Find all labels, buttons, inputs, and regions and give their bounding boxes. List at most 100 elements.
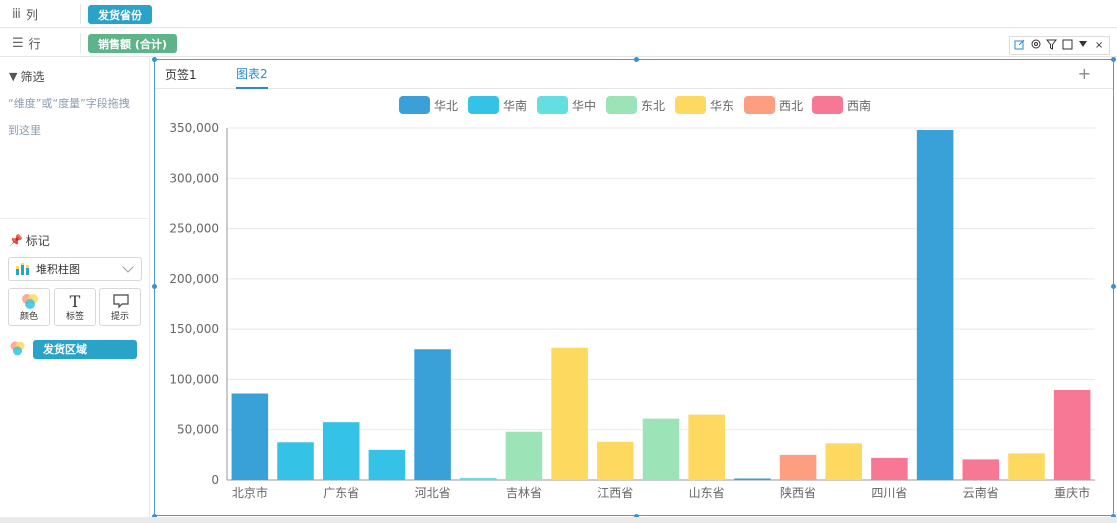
bar	[779, 454, 817, 480]
tooltip-mark-label: 提示	[110, 312, 129, 322]
color-field-pill[interactable]: 发货区域	[33, 339, 137, 359]
legend-label: 西南	[847, 98, 871, 113]
bar	[871, 457, 908, 480]
bar	[368, 449, 406, 480]
square-icon[interactable]	[1060, 39, 1074, 53]
stacked-bar-icon	[16, 263, 29, 275]
widget-toolbar: ×	[1009, 36, 1110, 55]
close-icon[interactable]: ×	[1094, 40, 1104, 51]
tooltip-mark-button[interactable]: 提示	[99, 288, 141, 326]
color-mark-button[interactable]: 颜色	[8, 288, 50, 326]
text-icon: T	[69, 292, 81, 311]
x-tick-label: 云南省	[963, 485, 999, 500]
filter-icon[interactable]	[1045, 39, 1059, 53]
filter-section-title: ▼ 筛选	[9, 68, 44, 85]
color-circles-icon	[10, 341, 25, 356]
legend-swatch	[606, 96, 637, 114]
chevron-down-icon	[122, 261, 134, 273]
color-mark-label: 颜色	[19, 312, 38, 322]
y-tick-label: 50,000	[177, 423, 219, 437]
bar	[597, 441, 634, 480]
bar	[231, 393, 269, 480]
resize-handle-right[interactable]	[1111, 284, 1116, 289]
chart-type-value: 堆积柱图	[36, 263, 80, 276]
legend-swatch	[468, 96, 499, 114]
color-field-row: 发货区域	[9, 339, 137, 359]
y-tick-label: 300,000	[169, 171, 219, 185]
chart-widget[interactable]: 页签1 图表2 + 0 50,000 100,000 150,000 200,000 25…	[154, 59, 1114, 516]
marks-section-title: 📌 标记	[9, 232, 50, 249]
x-tick-label: 吉林省	[506, 486, 542, 500]
legend-swatch	[399, 96, 430, 114]
x-tick-label: 山东省	[689, 486, 725, 500]
bar	[642, 418, 680, 480]
bar	[1008, 453, 1045, 480]
edit-icon[interactable]	[1013, 39, 1027, 53]
tab-chart2[interactable]: 图表2	[236, 60, 268, 89]
color-circles-icon	[22, 294, 38, 309]
stacked-bar-chart: 0 50,000 100,000 150,000 200,000 250,000 300,0…	[169, 96, 1095, 500]
x-tick-label: 广东省	[323, 486, 359, 500]
filter-drop-zone[interactable]: “维度”或“度量”字段拖拽到这里	[8, 97, 130, 137]
legend-swatch	[744, 96, 775, 114]
y-tick-label: 100,000	[169, 372, 219, 386]
label-mark-button[interactable]: T 标签	[54, 288, 96, 326]
resize-handle-top-right[interactable]	[1111, 57, 1116, 62]
label-mark-label: 标签	[65, 312, 84, 322]
y-tick-label: 150,000	[169, 322, 219, 336]
bar	[277, 442, 314, 480]
bar	[505, 431, 543, 480]
bar	[825, 443, 863, 480]
legend-swatch	[537, 96, 568, 114]
columns-shelf-label: iii 列	[12, 0, 38, 28]
bar	[414, 349, 451, 480]
y-tick-label: 250,000	[169, 222, 219, 236]
x-tick-label: 陕西省	[780, 485, 816, 500]
chart-type-select[interactable]: 堆积柱图	[8, 257, 142, 281]
bar	[322, 422, 360, 480]
marks-title: 标记	[25, 234, 50, 248]
x-tick-label: 北京市	[232, 485, 268, 500]
x-tick-label: 重庆市	[1054, 485, 1090, 500]
tab-page1[interactable]: 页签1	[165, 68, 197, 82]
columns-field-pill[interactable]: 发货省份	[88, 5, 152, 24]
legend-label: 华东	[710, 99, 734, 113]
speech-bubble-icon	[113, 294, 129, 309]
resize-handle-top-left[interactable]	[152, 57, 157, 62]
rows-shelf[interactable]: ☰ 行 销售额 (合计)	[0, 29, 1117, 57]
legend-label: 华南	[503, 98, 527, 113]
legend-label: 东北	[641, 99, 665, 113]
rows-label: 行	[28, 36, 41, 51]
horizontal-scrollbar[interactable]	[0, 517, 1117, 523]
resize-handle-bottom[interactable]	[634, 514, 639, 519]
bar	[1053, 389, 1091, 480]
left-panel: ▼ 筛选 “维度”或“度量”字段拖拽到这里 📌 标记 堆积柱图 颜色	[0, 58, 150, 523]
rows-icon: ☰	[12, 35, 24, 51]
gear-icon[interactable]	[1029, 38, 1043, 53]
bar	[688, 414, 725, 480]
legend-label: 华北	[434, 99, 458, 113]
section-divider	[0, 218, 150, 219]
resize-handle-bottom-left[interactable]	[152, 514, 157, 519]
shelf-divider	[80, 4, 81, 24]
bar	[459, 477, 497, 480]
add-tab-button[interactable]: +	[1077, 64, 1091, 83]
resize-handle-top[interactable]	[634, 57, 639, 62]
columns-shelf[interactable]: iii 列 发货省份	[0, 0, 1117, 28]
legend-swatch	[812, 96, 843, 114]
columns-icon: iii	[12, 6, 21, 22]
pin-icon: 📌	[9, 234, 23, 247]
legend-label: 西北	[779, 99, 803, 113]
columns-label: 列	[25, 7, 38, 22]
filter-title: 筛选	[20, 70, 45, 84]
resize-handle-left[interactable]	[152, 284, 157, 289]
rows-shelf-label: ☰ 行	[12, 29, 41, 57]
x-tick-label: 河北省	[415, 486, 451, 500]
bar	[962, 459, 1000, 480]
resize-handle-bottom-right[interactable]	[1111, 514, 1116, 519]
y-tick-label: 0	[211, 473, 219, 487]
caret-down-icon[interactable]	[1076, 39, 1090, 52]
bar	[734, 478, 771, 480]
rows-field-pill[interactable]: 销售额 (合计)	[88, 34, 177, 53]
